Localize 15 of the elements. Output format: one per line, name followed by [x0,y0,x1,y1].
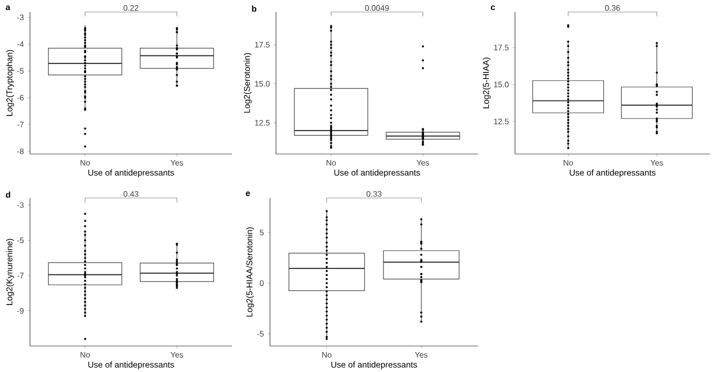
y-axis-title: Log2(Tryptophan) [6,50,14,116]
y-axis-title: Log2(Serotonin) [244,53,252,113]
chart-title: b [252,6,256,12]
x-axis-title: Use of antidepressants [331,361,417,370]
x-axis-title: Use of antidepressants [88,361,174,370]
chart-title: d [6,192,10,198]
x-axis-title: Use of antidepressants [570,169,656,178]
chart-title: a [6,6,10,10]
chart-title: e [246,192,250,196]
x-axis-title: Use of antidepressants [334,169,420,178]
y-axis-title: Log2(Kynurenine) [6,238,14,305]
chart-title: c [490,6,495,10]
x-axis-title: Use of antidepressants [88,169,174,178]
y-axis-title: Log2(5-HIAA) [482,58,491,108]
y-axis-title: Log2(5-HIAA/Serotonin) [246,227,254,317]
